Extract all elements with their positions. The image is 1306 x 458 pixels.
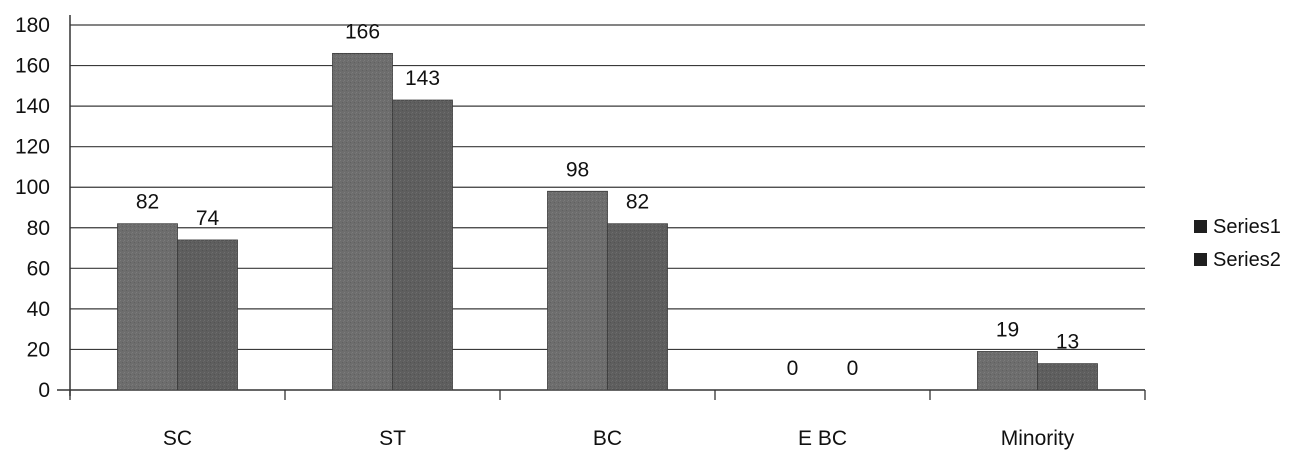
data-label: 98 xyxy=(566,158,589,181)
data-label: 74 xyxy=(196,207,220,230)
x-tick-label: SC xyxy=(163,427,192,450)
x-tick-label: Minority xyxy=(1001,427,1075,450)
data-label: 0 xyxy=(847,357,859,380)
y-tick-label: 40 xyxy=(27,298,50,321)
y-tick-label: 60 xyxy=(27,257,50,280)
data-label: 143 xyxy=(405,67,440,90)
x-tick-label: E BC xyxy=(798,427,847,450)
bar-texture xyxy=(607,223,668,390)
legend-swatch xyxy=(1194,253,1207,266)
x-tick-label: ST xyxy=(379,427,406,450)
bar-texture xyxy=(547,191,608,390)
legend: Series1 Series2 xyxy=(1194,216,1281,271)
y-tick-label: 80 xyxy=(27,217,50,240)
y-tick-label: 0 xyxy=(38,379,50,402)
y-tick-label: 20 xyxy=(27,338,50,361)
bar-texture xyxy=(1037,363,1098,390)
data-label: 13 xyxy=(1056,331,1079,354)
legend-label: Series1 xyxy=(1213,216,1281,238)
y-tick-label: 160 xyxy=(15,55,50,78)
bar-texture xyxy=(117,223,178,390)
bars xyxy=(117,52,1098,391)
data-labels: 82 74 166 143 98 82 0 0 19 13 xyxy=(136,20,1079,380)
bar-texture xyxy=(177,239,238,390)
legend-swatch xyxy=(1194,220,1207,233)
data-label: 0 xyxy=(787,357,799,380)
data-label: 82 xyxy=(626,191,649,214)
bar-texture xyxy=(977,351,1038,390)
bar-texture xyxy=(392,100,453,391)
data-label: 82 xyxy=(136,191,159,214)
y-tick-label: 100 xyxy=(15,176,50,199)
y-tick-label: 120 xyxy=(15,136,50,159)
axes: 0 20 40 60 80 100 120 140 160 180 SC ST BC E BC Minori… xyxy=(15,14,1146,450)
gridlines xyxy=(70,24,1145,351)
data-label: 19 xyxy=(996,318,1019,341)
data-label: 166 xyxy=(345,20,380,43)
y-tick-label: 180 xyxy=(15,14,50,37)
bar-texture xyxy=(332,53,393,391)
legend-label: Series2 xyxy=(1213,249,1281,271)
y-tick-label: 140 xyxy=(15,95,50,118)
x-tick-label: BC xyxy=(593,427,622,450)
